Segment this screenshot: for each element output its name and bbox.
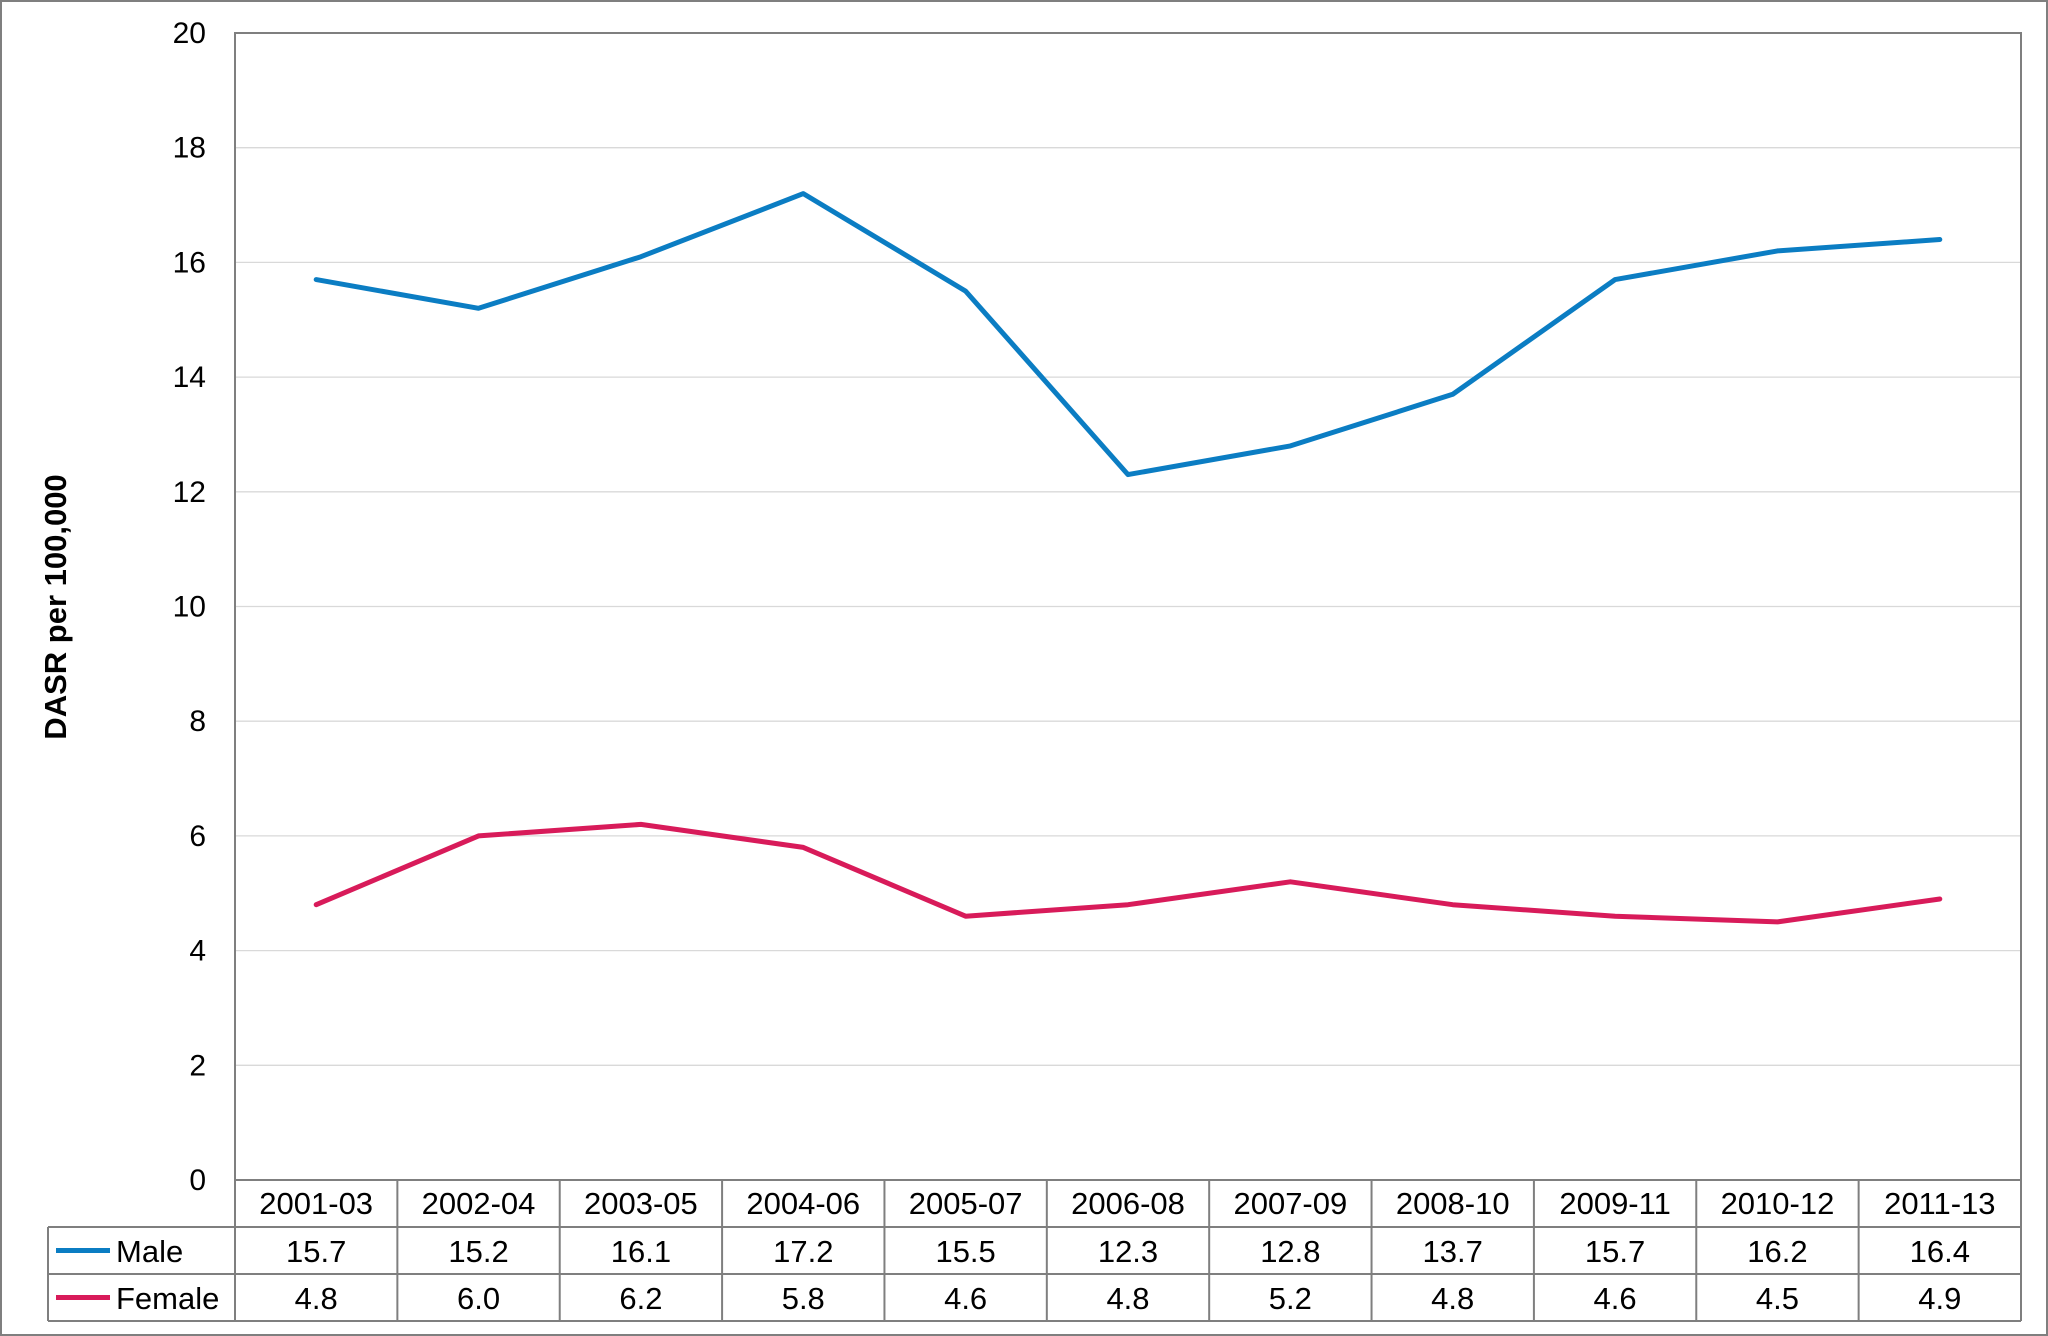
data-label: 15.5	[935, 1234, 995, 1269]
data-label: 5.2	[1269, 1281, 1312, 1316]
x-tick-label: 2011-13	[1884, 1186, 1995, 1221]
series-line-female	[313, 821, 1943, 925]
x-tick-label: 2001-03	[259, 1186, 373, 1221]
data-label: 12.3	[1098, 1234, 1158, 1269]
data-label: 5.8	[782, 1281, 825, 1316]
x-tick-label: 2005-07	[909, 1186, 1023, 1221]
y-tick-label: 18	[173, 132, 206, 165]
y-tick-label: 14	[173, 361, 206, 394]
data-label: 13.7	[1423, 1234, 1483, 1269]
plot-area	[234, 32, 2022, 1181]
data-table: 2001-03 2002-04 2003-05 2004-06 2005-07 2006-…	[47, 1180, 2022, 1322]
x-tick-label: 2004-06	[746, 1186, 860, 1221]
data-label: 17.2	[773, 1234, 833, 1269]
data-label: 15.7	[1585, 1234, 1645, 1269]
data-label: 4.9	[1918, 1281, 1961, 1316]
x-tick-label: 2003-05	[584, 1186, 698, 1221]
data-label: 4.8	[1106, 1281, 1149, 1316]
x-tick-label: 2008-10	[1396, 1186, 1510, 1221]
y-tick-label: 2	[189, 1049, 206, 1082]
data-label: 4.6	[1594, 1281, 1637, 1316]
x-tick-label: 2002-04	[422, 1186, 536, 1221]
x-tick-label: 2009-11	[1559, 1186, 1670, 1221]
data-label: 15.7	[286, 1234, 346, 1269]
series-line-male	[313, 191, 1943, 478]
data-label: 4.6	[944, 1281, 987, 1316]
legend-label: Male	[116, 1234, 183, 1269]
legend-label: Female	[116, 1281, 219, 1316]
y-tick-label: 20	[173, 17, 206, 50]
data-label: 15.2	[448, 1234, 508, 1269]
y-tick-label: 8	[189, 705, 206, 738]
data-label: 16.1	[611, 1234, 671, 1269]
y-axis-label: DASR per 100,000	[38, 474, 73, 739]
y-tick-label: 4	[189, 935, 206, 968]
data-label: 6.2	[619, 1281, 662, 1316]
data-label: 6.0	[457, 1281, 500, 1316]
data-label: 12.8	[1260, 1234, 1320, 1269]
y-tick-label: 12	[173, 476, 206, 509]
data-label: 4.8	[295, 1281, 338, 1316]
y-tick-label: 10	[173, 591, 206, 624]
y-tick-label: 0	[189, 1164, 206, 1197]
data-label: 4.5	[1756, 1281, 1799, 1316]
y-axis-ticks: 0 2 4 6 8 10 12 14 16 18 20	[173, 17, 206, 1197]
data-label: 16.4	[1910, 1234, 1970, 1269]
x-tick-label: 2010-12	[1721, 1186, 1835, 1221]
y-tick-label: 16	[173, 246, 206, 279]
y-tick-label: 6	[189, 820, 206, 853]
x-tick-label: 2006-08	[1071, 1186, 1185, 1221]
data-label: 16.2	[1747, 1234, 1807, 1269]
gridlines	[235, 147, 2021, 1066]
x-tick-label: 2007-09	[1233, 1186, 1347, 1221]
data-label: 4.8	[1431, 1281, 1474, 1316]
series-lines	[313, 191, 1943, 925]
